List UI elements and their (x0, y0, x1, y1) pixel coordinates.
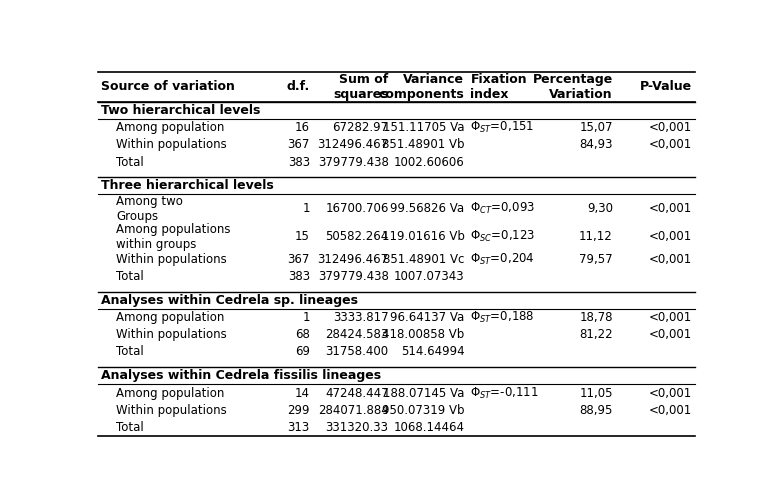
Text: 3333.817: 3333.817 (333, 311, 389, 324)
Text: Total: Total (116, 421, 144, 434)
Text: 851.48901 Vb: 851.48901 Vb (382, 138, 465, 151)
Text: <0,001: <0,001 (648, 121, 692, 134)
Text: Total: Total (116, 270, 144, 283)
Text: 312496.467: 312496.467 (317, 138, 389, 151)
Text: 11,05: 11,05 (579, 386, 613, 399)
Text: $\Phi_{SC}$=0,123: $\Phi_{SC}$=0,123 (471, 229, 536, 244)
Text: $\Phi_{ST}$=0,188: $\Phi_{ST}$=0,188 (471, 310, 535, 325)
Text: 1007.07343: 1007.07343 (394, 270, 465, 283)
Text: Total: Total (116, 155, 144, 169)
Text: <0,001: <0,001 (648, 311, 692, 324)
Text: Within populations: Within populations (116, 328, 227, 341)
Text: Within populations: Within populations (116, 253, 227, 266)
Text: 69: 69 (295, 346, 310, 359)
Text: 851.48901 Vc: 851.48901 Vc (383, 253, 465, 266)
Text: Within populations: Within populations (116, 404, 227, 416)
Text: 14: 14 (295, 386, 310, 399)
Text: Source of variation: Source of variation (101, 80, 235, 94)
Text: Three hierarchical levels: Three hierarchical levels (101, 180, 274, 192)
Text: 79,57: 79,57 (579, 253, 613, 266)
Text: $\Phi_{ST}$=-0,111: $\Phi_{ST}$=-0,111 (471, 385, 539, 400)
Text: Two hierarchical levels: Two hierarchical levels (101, 104, 260, 117)
Text: 284071.884: 284071.884 (318, 404, 389, 416)
Text: <0,001: <0,001 (648, 230, 692, 243)
Text: 1002.60606: 1002.60606 (393, 155, 465, 169)
Text: 16700.706: 16700.706 (325, 202, 389, 215)
Text: $\Phi_{CT}$=0,093: $\Phi_{CT}$=0,093 (471, 201, 536, 216)
Text: 15,07: 15,07 (579, 121, 613, 134)
Text: 313: 313 (288, 421, 310, 434)
Text: Analyses within Cedrela fissilis lineages: Analyses within Cedrela fissilis lineage… (101, 369, 381, 382)
Text: 1068.14464: 1068.14464 (393, 421, 465, 434)
Text: 9,30: 9,30 (587, 202, 613, 215)
Text: <0,001: <0,001 (648, 386, 692, 399)
Text: 81,22: 81,22 (579, 328, 613, 341)
Text: 1: 1 (303, 202, 310, 215)
Text: P-Value: P-Value (640, 80, 692, 94)
Text: 18,78: 18,78 (579, 311, 613, 324)
Text: Among population: Among population (116, 386, 224, 399)
Text: 1: 1 (303, 311, 310, 324)
Text: 15: 15 (295, 230, 310, 243)
Text: 379779.438: 379779.438 (317, 155, 389, 169)
Text: 367: 367 (288, 138, 310, 151)
Text: <0,001: <0,001 (648, 138, 692, 151)
Text: d.f.: d.f. (287, 80, 310, 94)
Text: 379779.438: 379779.438 (317, 270, 389, 283)
Text: $\Phi_{ST}$=0,151: $\Phi_{ST}$=0,151 (471, 120, 535, 135)
Text: 151.11705 Va: 151.11705 Va (383, 121, 465, 134)
Text: 68: 68 (295, 328, 310, 341)
Text: Among two
Groups: Among two Groups (116, 195, 183, 222)
Text: 11,12: 11,12 (579, 230, 613, 243)
Text: 67282.97: 67282.97 (332, 121, 389, 134)
Text: <0,001: <0,001 (648, 253, 692, 266)
Text: 299: 299 (287, 404, 310, 416)
Text: 331320.33: 331320.33 (325, 421, 389, 434)
Text: Sum of
squares: Sum of squares (333, 73, 389, 101)
Text: Variance
components: Variance components (378, 73, 465, 101)
Text: <0,001: <0,001 (648, 328, 692, 341)
Text: 28424.583: 28424.583 (325, 328, 389, 341)
Text: Among population: Among population (116, 311, 224, 324)
Text: Among populations
within groups: Among populations within groups (116, 223, 231, 250)
Text: <0,001: <0,001 (648, 202, 692, 215)
Text: Percentage
Variation: Percentage Variation (533, 73, 613, 101)
Text: 88,95: 88,95 (579, 404, 613, 416)
Text: <0,001: <0,001 (648, 404, 692, 416)
Text: Among population: Among population (116, 121, 224, 134)
Text: Analyses within Cedrela sp. lineages: Analyses within Cedrela sp. lineages (101, 294, 358, 307)
Text: 84,93: 84,93 (579, 138, 613, 151)
Text: Total: Total (116, 346, 144, 359)
Text: 188.07145 Va: 188.07145 Va (383, 386, 465, 399)
Text: 50582.264: 50582.264 (325, 230, 389, 243)
Text: 418.00858 Vb: 418.00858 Vb (382, 328, 465, 341)
Text: 367: 367 (288, 253, 310, 266)
Text: 31758.400: 31758.400 (325, 346, 389, 359)
Text: $\Phi_{ST}$=0,204: $\Phi_{ST}$=0,204 (471, 252, 536, 267)
Text: 383: 383 (288, 270, 310, 283)
Text: 96.64137 Va: 96.64137 Va (390, 311, 465, 324)
Text: 950.07319 Vb: 950.07319 Vb (382, 404, 465, 416)
Text: Within populations: Within populations (116, 138, 227, 151)
Text: 99.56826 Va: 99.56826 Va (390, 202, 465, 215)
Text: 383: 383 (288, 155, 310, 169)
Text: 119.01616 Vb: 119.01616 Vb (382, 230, 465, 243)
Text: Fixation
index: Fixation index (471, 73, 527, 101)
Text: 16: 16 (295, 121, 310, 134)
Text: 47248.447: 47248.447 (325, 386, 389, 399)
Text: 514.64994: 514.64994 (401, 346, 465, 359)
Text: 312496.467: 312496.467 (317, 253, 389, 266)
